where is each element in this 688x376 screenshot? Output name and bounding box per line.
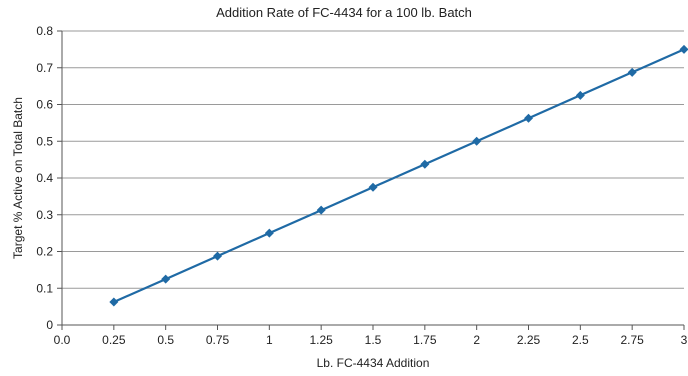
data-point-marker	[264, 228, 274, 238]
y-tick-label: 0.6	[36, 98, 53, 112]
data-point-marker	[109, 297, 119, 307]
data-point-marker	[368, 182, 378, 192]
y-axis-ticks: 0 0.1 0.2 0.3 0.4 0.5 0.6 0.7 0.8	[36, 24, 62, 332]
x-tick-label: 2.25	[517, 333, 541, 347]
data-point-marker	[679, 44, 688, 54]
x-tick-label: 1.25	[309, 333, 333, 347]
y-tick-label: 0.2	[36, 245, 53, 259]
data-point-marker	[213, 251, 222, 261]
data-point-marker	[524, 113, 533, 123]
x-tick-label: 0.0	[54, 333, 71, 347]
y-tick-label: 0.1	[36, 281, 53, 295]
x-tick-label: 0.75	[206, 333, 230, 347]
chart-title: Addition Rate of FC-4434 for a 100 lb. B…	[216, 5, 472, 20]
series-group	[109, 44, 688, 307]
x-tick-label: 2.5	[572, 333, 589, 347]
y-axis-label: Target % Active on Total Batch	[11, 97, 25, 259]
x-axis-ticks: 0.0 0.25 0.5 0.75 1 1.25 1.5 1.75 2 2.25 2.5 2.75 3	[54, 325, 688, 347]
x-tick-label: 1.75	[413, 333, 437, 347]
gridlines	[62, 30, 684, 289]
x-tick-label: 1	[266, 333, 273, 347]
y-tick-label: 0.7	[36, 61, 53, 75]
x-tick-label: 2.75	[620, 333, 644, 347]
data-point-marker	[420, 159, 430, 169]
y-tick-label: 0.5	[36, 134, 53, 148]
y-tick-label: 0.3	[36, 208, 53, 222]
x-axis-label: Lb. FC-4434 Addition	[316, 356, 430, 370]
series-line	[113, 48, 685, 304]
x-tick-label: 1.5	[365, 333, 382, 347]
y-tick-label: 0.8	[36, 24, 53, 38]
x-tick-label: 0.5	[157, 333, 174, 347]
y-tick-label: 0.4	[36, 171, 53, 185]
y-tick-label: 0	[46, 318, 53, 332]
data-point-marker	[316, 205, 326, 215]
data-point-marker	[575, 90, 585, 100]
data-point-marker	[161, 274, 171, 284]
x-tick-label: 0.25	[102, 333, 126, 347]
data-point-marker	[627, 67, 637, 77]
x-tick-label: 2	[473, 333, 480, 347]
data-point-marker	[472, 136, 482, 146]
x-tick-label: 3	[681, 333, 688, 347]
